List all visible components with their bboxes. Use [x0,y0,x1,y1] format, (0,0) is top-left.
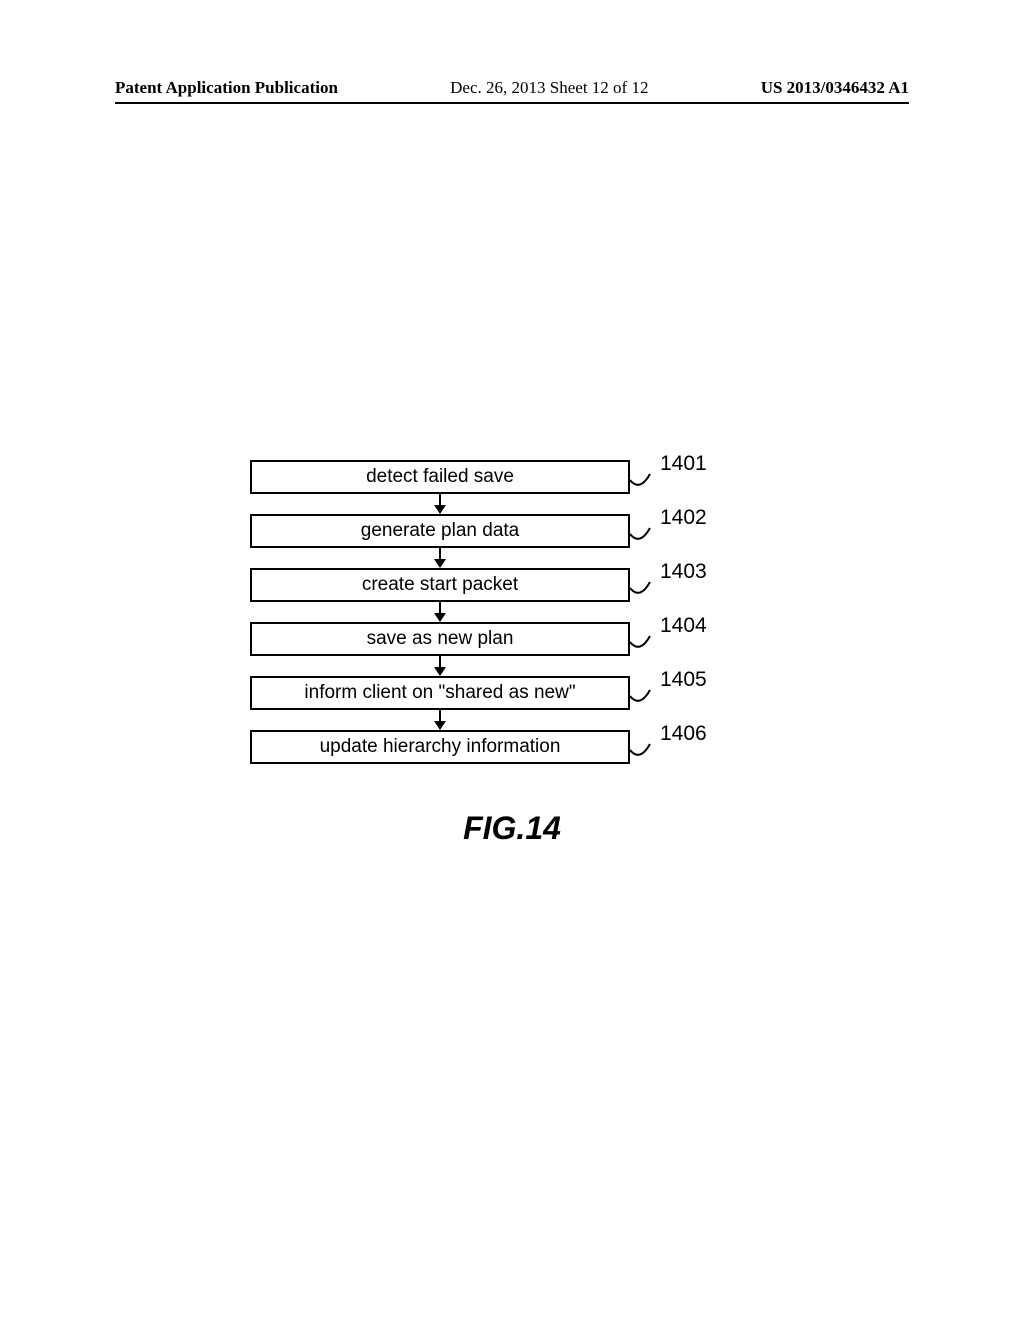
header-rule [115,102,909,104]
step-box: generate plan data [250,514,630,548]
step-text: create start packet [362,574,518,596]
step-ref: 1404 [660,614,707,638]
flowchart-step: generate plan data 1402 [0,514,1024,568]
step-ref: 1403 [660,560,707,584]
step-box: create start packet [250,568,630,602]
step-ref: 1406 [660,722,707,746]
header-pubnumber: US 2013/0346432 A1 [761,78,909,98]
flowchart-step: save as new plan 1404 [0,622,1024,676]
arrow-down-icon [438,548,442,568]
step-text: detect failed save [366,466,514,488]
ref-connector [628,630,656,652]
arrow-down-icon [438,494,442,514]
header-date-sheet: Dec. 26, 2013 Sheet 12 of 12 [450,78,648,98]
flowchart-step: update hierarchy information 1406 [0,730,1024,784]
step-text: save as new plan [367,628,514,650]
step-ref: 1405 [660,668,707,692]
step-ref: 1402 [660,506,707,530]
step-text: update hierarchy information [320,736,561,758]
flowchart-step: create start packet 1403 [0,568,1024,622]
ref-connector [628,522,656,544]
header-publication: Patent Application Publication [115,78,338,98]
step-box: save as new plan [250,622,630,656]
arrow-down-icon [438,710,442,730]
step-text: inform client on "shared as new" [304,682,575,704]
flowchart-step: inform client on "shared as new" 1405 [0,676,1024,730]
arrow-down-icon [438,656,442,676]
ref-connector [628,738,656,760]
arrow-down-icon [438,602,442,622]
ref-connector [628,468,656,490]
step-ref: 1401 [660,452,707,476]
page-header: Patent Application Publication Dec. 26, … [0,78,1024,98]
step-box: detect failed save [250,460,630,494]
ref-connector [628,684,656,706]
ref-connector [628,576,656,598]
step-box: update hierarchy information [250,730,630,764]
flowchart: detect failed save 1401 generate plan da… [0,460,1024,784]
figure-caption: FIG.14 [0,810,1024,847]
flowchart-step: detect failed save 1401 [0,460,1024,514]
step-text: generate plan data [361,520,519,542]
step-box: inform client on "shared as new" [250,676,630,710]
